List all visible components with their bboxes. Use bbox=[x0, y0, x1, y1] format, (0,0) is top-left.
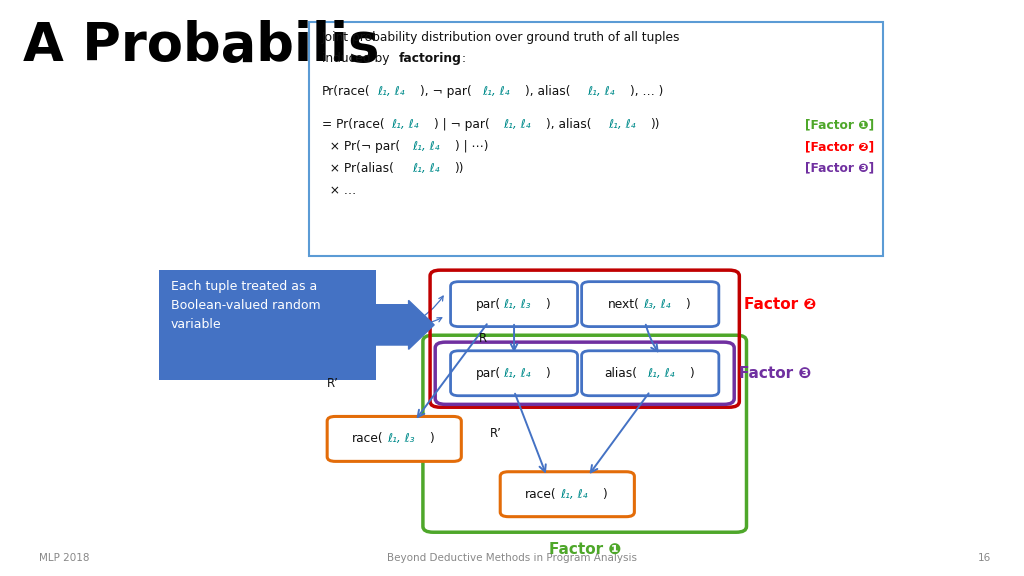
Text: ), alias(: ), alias( bbox=[524, 85, 570, 98]
FancyBboxPatch shape bbox=[451, 282, 578, 327]
Text: × Pr(alias(: × Pr(alias( bbox=[322, 162, 393, 175]
Text: ), … ): ), … ) bbox=[630, 85, 663, 98]
Text: Each tuple treated as a
Boolean-valued random
variable: Each tuple treated as a Boolean-valued r… bbox=[171, 280, 321, 331]
Text: Pr(race(: Pr(race( bbox=[322, 85, 370, 98]
Text: ℓ₁, ℓ₄: ℓ₁, ℓ₄ bbox=[391, 118, 419, 131]
Text: Factor ❷: Factor ❷ bbox=[744, 297, 817, 312]
Text: race(: race( bbox=[352, 433, 384, 445]
Text: 16: 16 bbox=[978, 552, 991, 563]
Text: :: : bbox=[462, 52, 466, 66]
Text: ℓ₁, ℓ₄: ℓ₁, ℓ₄ bbox=[647, 367, 674, 380]
Text: ), ¬ par(: ), ¬ par( bbox=[420, 85, 471, 98]
Text: Factor ❶: Factor ❶ bbox=[549, 542, 621, 557]
FancyBboxPatch shape bbox=[501, 472, 635, 517]
Text: ℓ₁, ℓ₄: ℓ₁, ℓ₄ bbox=[504, 118, 531, 131]
Text: [Factor ❶]: [Factor ❶] bbox=[805, 118, 874, 131]
Text: ℓ₁, ℓ₃: ℓ₁, ℓ₃ bbox=[387, 433, 415, 445]
Text: ℓ₁, ℓ₄: ℓ₁, ℓ₄ bbox=[588, 85, 615, 98]
Text: = Pr(race(: = Pr(race( bbox=[322, 118, 384, 131]
Text: ℓ₁, ℓ₄: ℓ₁, ℓ₄ bbox=[413, 162, 440, 175]
Text: R’: R’ bbox=[327, 377, 339, 389]
Text: R: R bbox=[479, 332, 487, 345]
Text: ) | ⋯): ) | ⋯) bbox=[455, 140, 488, 153]
Text: ) | ¬ par(: ) | ¬ par( bbox=[433, 118, 489, 131]
Text: next(: next( bbox=[608, 298, 640, 310]
Text: × Pr(¬ par(: × Pr(¬ par( bbox=[322, 140, 399, 153]
Text: ): ) bbox=[546, 367, 550, 380]
Text: Factor ❸: Factor ❸ bbox=[739, 366, 812, 381]
Text: ℓ₁, ℓ₄: ℓ₁, ℓ₄ bbox=[482, 85, 510, 98]
Text: A Probabilis: A Probabilis bbox=[23, 20, 379, 72]
Text: alias(: alias( bbox=[605, 367, 638, 380]
FancyBboxPatch shape bbox=[309, 22, 883, 256]
Text: Joint probability distribution over ground truth of all tuples: Joint probability distribution over grou… bbox=[322, 31, 680, 44]
FancyBboxPatch shape bbox=[582, 351, 719, 396]
Text: )): )) bbox=[650, 118, 660, 131]
Text: ): ) bbox=[685, 298, 690, 310]
Text: ): ) bbox=[689, 367, 693, 380]
Text: par(: par( bbox=[475, 367, 501, 380]
Text: )): )) bbox=[455, 162, 464, 175]
FancyBboxPatch shape bbox=[159, 270, 376, 380]
Text: induced by: induced by bbox=[322, 52, 393, 66]
Text: R’: R’ bbox=[489, 427, 502, 440]
Text: race(: race( bbox=[525, 488, 557, 501]
FancyBboxPatch shape bbox=[328, 416, 461, 461]
Text: par(: par( bbox=[475, 298, 501, 310]
FancyArrow shape bbox=[376, 301, 434, 349]
Text: [Factor ❸]: [Factor ❸] bbox=[805, 162, 874, 175]
Text: × …: × … bbox=[322, 184, 355, 197]
Text: ℓ₁, ℓ₃: ℓ₁, ℓ₃ bbox=[504, 298, 531, 310]
Text: ℓ₃, ℓ₄: ℓ₃, ℓ₄ bbox=[643, 298, 671, 310]
Text: ℓ₁, ℓ₄: ℓ₁, ℓ₄ bbox=[378, 85, 406, 98]
Text: ℓ₁, ℓ₄: ℓ₁, ℓ₄ bbox=[608, 118, 636, 131]
Text: MLP 2018: MLP 2018 bbox=[39, 552, 89, 563]
Text: factoring: factoring bbox=[398, 52, 462, 66]
Text: Beyond Deductive Methods in Program Analysis: Beyond Deductive Methods in Program Anal… bbox=[387, 552, 637, 563]
Text: ): ) bbox=[546, 298, 550, 310]
Text: ), alias(: ), alias( bbox=[546, 118, 591, 131]
Text: ℓ₁, ℓ₄: ℓ₁, ℓ₄ bbox=[504, 367, 531, 380]
FancyBboxPatch shape bbox=[451, 351, 578, 396]
Text: [Factor ❷]: [Factor ❷] bbox=[805, 140, 874, 153]
Text: ℓ₁, ℓ₄: ℓ₁, ℓ₄ bbox=[413, 140, 440, 153]
Text: ): ) bbox=[429, 433, 434, 445]
Text: ℓ₁, ℓ₄: ℓ₁, ℓ₄ bbox=[560, 488, 588, 501]
Text: ): ) bbox=[602, 488, 607, 501]
FancyBboxPatch shape bbox=[582, 282, 719, 327]
